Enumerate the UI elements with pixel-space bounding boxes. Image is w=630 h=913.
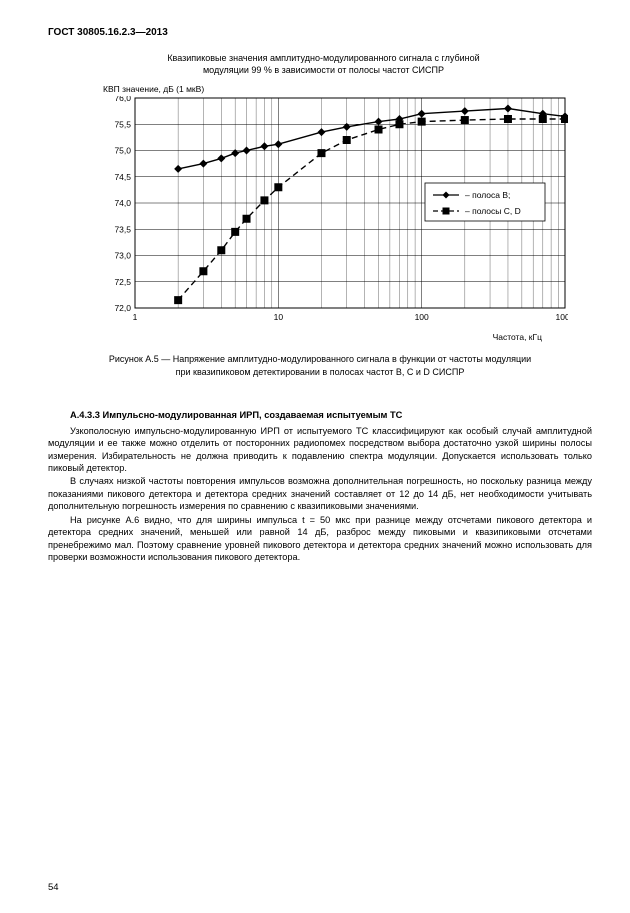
svg-text:76,0: 76,0 [114,96,131,103]
svg-text:– полосы C, D: – полосы C, D [465,206,521,216]
svg-text:74,0: 74,0 [114,198,131,208]
svg-text:1000: 1000 [556,312,568,322]
page-number: 54 [48,882,59,895]
svg-text:100: 100 [415,312,429,322]
section-heading: А.4.3.3 Импульсно-модулированная ИРП, со… [48,409,592,422]
para-1: Узкополосную импульсно-модулированную ИР… [48,425,592,475]
caption-l2: при квазипиковом детектировании в полоса… [176,367,465,377]
para-2: В случаях низкой частоты повторения импу… [48,475,592,512]
svg-text:75,5: 75,5 [114,120,131,130]
chart-title-l2: модуляции 99 % в зависимости от полосы ч… [203,65,444,75]
svg-text:1: 1 [133,312,138,322]
svg-text:– полоса B;: – полоса B; [465,190,510,200]
chart-title-l1: Квазипиковые значения амплитудно-модулир… [167,53,479,63]
svg-text:73,5: 73,5 [114,225,131,235]
para-3: На рисунке А.6 видно, что для ширины имп… [48,514,592,564]
caption-l1: Рисунок А.5 — Напряжение амплитудно-моду… [109,354,531,364]
body-text: Узкополосную импульсно-модулированную ИР… [48,425,592,564]
doc-header: ГОСТ 30805.16.2.3—2013 [48,26,592,40]
chart-title: Квазипиковые значения амплитудно-модулир… [103,52,544,76]
chart-xlabel: Частота, кГц [48,332,542,343]
page: ГОСТ 30805.16.2.3—2013 Квазипиковые знач… [0,0,630,913]
chart-ylabel: КВП значение, дБ (1 мкВ) [103,84,592,95]
svg-text:74,5: 74,5 [114,172,131,182]
svg-text:73,0: 73,0 [114,251,131,261]
svg-text:75,0: 75,0 [114,146,131,156]
svg-text:72,0: 72,0 [114,303,131,313]
svg-text:10: 10 [274,312,284,322]
svg-text:72,5: 72,5 [114,277,131,287]
figure-caption: Рисунок А.5 — Напряжение амплитудно-моду… [48,353,592,379]
chart: 72,0 72,5 73,0 73,5 74,0 74,5 75,0 75,5 76,0 1 10 1… [103,96,592,327]
